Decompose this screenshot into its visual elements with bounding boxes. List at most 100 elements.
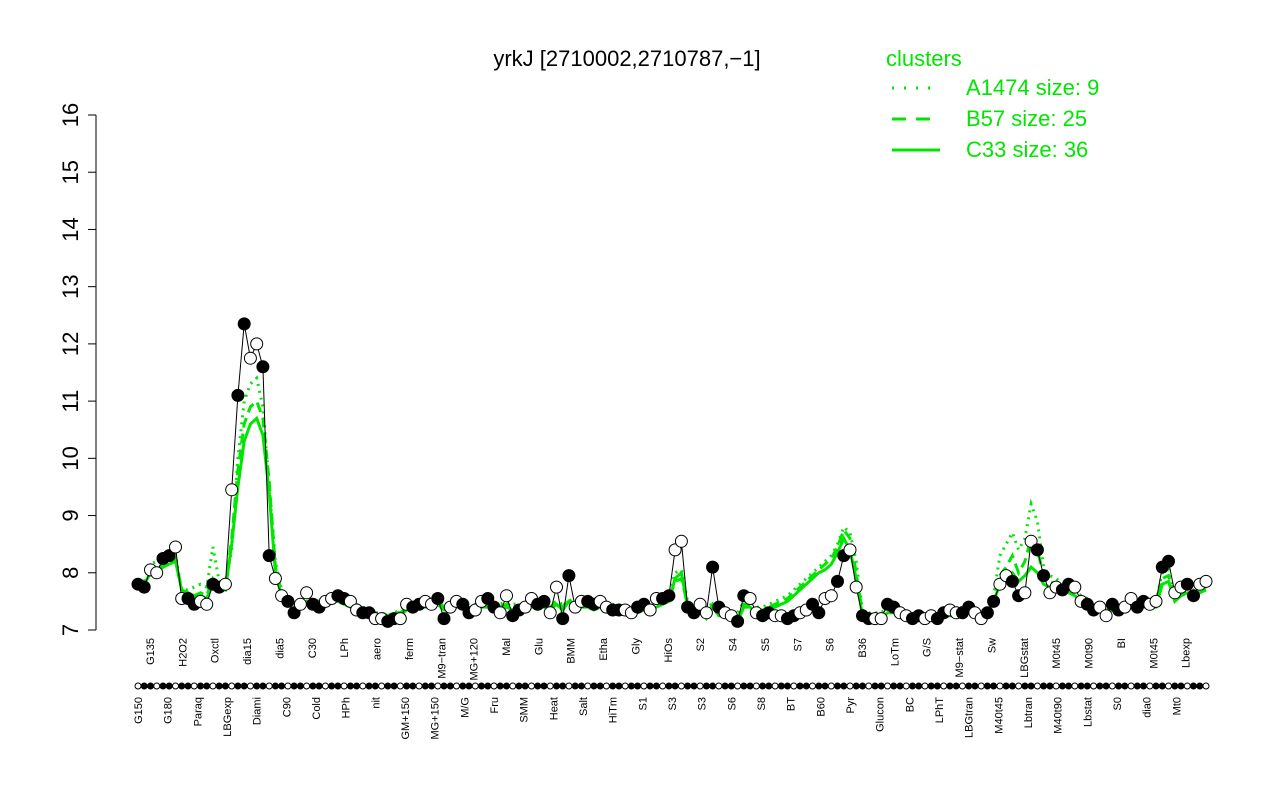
data-point: [812, 606, 826, 620]
rug-mark: [1065, 682, 1073, 690]
rug-mark: [790, 682, 798, 690]
data-point: [987, 594, 1001, 608]
x-tick-label: dia0: [1142, 697, 1154, 718]
rug-mark: [428, 682, 435, 690]
x-tick-label: S4: [728, 638, 740, 651]
rug-mark: [453, 682, 460, 690]
rug-mark: [234, 682, 242, 690]
data-point: [731, 614, 745, 628]
rug-mark: [1058, 682, 1066, 690]
rug-mark: [496, 682, 504, 690]
rug-mark: [915, 682, 923, 690]
data-point: [668, 543, 682, 557]
rug-mark: [671, 682, 679, 690]
data-point: [1187, 589, 1200, 603]
rug-mark: [378, 682, 386, 690]
rug-mark: [827, 682, 835, 690]
rug-mark: [265, 682, 273, 690]
rug-mark: [1121, 682, 1129, 690]
rug-mark: [802, 682, 810, 690]
rug-mark: [677, 682, 685, 690]
x-tick-label: C90: [281, 697, 293, 717]
x-tick-label: dia5: [274, 638, 286, 659]
rug-mark: [540, 682, 548, 690]
rug-mark: [865, 682, 873, 690]
rug-mark: [721, 682, 729, 690]
rug-mark: [602, 682, 610, 690]
y-tick-label: 12: [58, 332, 83, 356]
x-tick-label: nit: [370, 697, 382, 709]
rug-mark: [690, 682, 698, 690]
x-tick-label: S1: [637, 697, 649, 710]
rug-mark: [821, 682, 829, 690]
rug-mark: [615, 682, 623, 690]
rug-mark: [634, 682, 642, 690]
rug-mark: [940, 682, 948, 690]
rug-mark: [1152, 682, 1160, 690]
rug-mark: [371, 682, 379, 690]
rug-mark: [390, 682, 398, 690]
x-tick-label: BMM: [566, 638, 578, 664]
y-tick-label: 8: [58, 567, 83, 579]
y-tick-label: 15: [58, 160, 83, 184]
x-tick-label: H2O2: [177, 638, 189, 667]
rug-mark: [1108, 682, 1116, 690]
rug-mark: [190, 682, 198, 690]
rug-mark: [159, 682, 167, 690]
rug-mark: [515, 682, 523, 690]
rug-mark: [409, 682, 417, 690]
data-point: [437, 612, 451, 626]
x-tick-label: LBGtran: [964, 697, 976, 738]
rug-mark: [559, 682, 567, 690]
data-point: [699, 606, 713, 620]
data-point: [831, 574, 844, 588]
x-tick-label: HPh: [341, 697, 353, 718]
data-point: [1068, 580, 1082, 594]
rug-mark: [977, 682, 985, 690]
x-tick-label: M0t90: [1084, 638, 1096, 669]
rug-mark: [702, 682, 710, 690]
rug-mark: [777, 682, 785, 690]
x-tick-label: Oxctl: [210, 638, 222, 663]
x-tick-label: Salt: [578, 697, 590, 716]
data-point: [543, 606, 557, 620]
rug-mark: [284, 682, 292, 690]
data-point: [843, 543, 857, 557]
y-tick-label: 7: [58, 624, 83, 636]
y-tick-label: 9: [58, 509, 83, 521]
x-tick-label: M40t45: [993, 697, 1005, 734]
rug-mark: [521, 682, 529, 690]
rug-mark: [421, 682, 429, 690]
rug-mark: [1021, 682, 1029, 690]
rug-mark: [983, 682, 991, 690]
x-tick-label: Glucon: [875, 697, 887, 732]
x-tick-label: HiTm: [608, 697, 620, 723]
rug-mark: [184, 682, 192, 690]
x-tick-label: M0t45: [1051, 638, 1063, 669]
data-point: [1162, 554, 1175, 568]
rug-mark: [178, 682, 186, 690]
x-tick-label: B36: [857, 638, 869, 658]
rug-mark: [740, 682, 748, 690]
x-tick-label: Pyr: [845, 697, 857, 714]
data-point: [1037, 569, 1051, 583]
rug-mark: [209, 682, 217, 690]
data-point: [643, 603, 657, 617]
legend-label: C33 size: 36: [966, 137, 1088, 162]
rug-mark: [271, 682, 279, 690]
x-tick-label: G180: [163, 697, 175, 724]
rug-mark: [147, 682, 154, 690]
data-point: [231, 388, 245, 402]
data-point: [849, 580, 863, 594]
data-point: [218, 577, 232, 591]
rug-mark: [1190, 682, 1197, 690]
x-tick-label: G135: [145, 638, 157, 665]
rug-mark: [752, 682, 760, 690]
rug-mark: [290, 682, 298, 690]
rug-mark: [346, 682, 354, 690]
rug-mark: [659, 682, 667, 690]
x-tick-label: GM+150: [400, 697, 412, 740]
rug-mark: [1033, 682, 1041, 690]
rug-mark: [1140, 682, 1147, 690]
rug-mark: [384, 682, 392, 690]
